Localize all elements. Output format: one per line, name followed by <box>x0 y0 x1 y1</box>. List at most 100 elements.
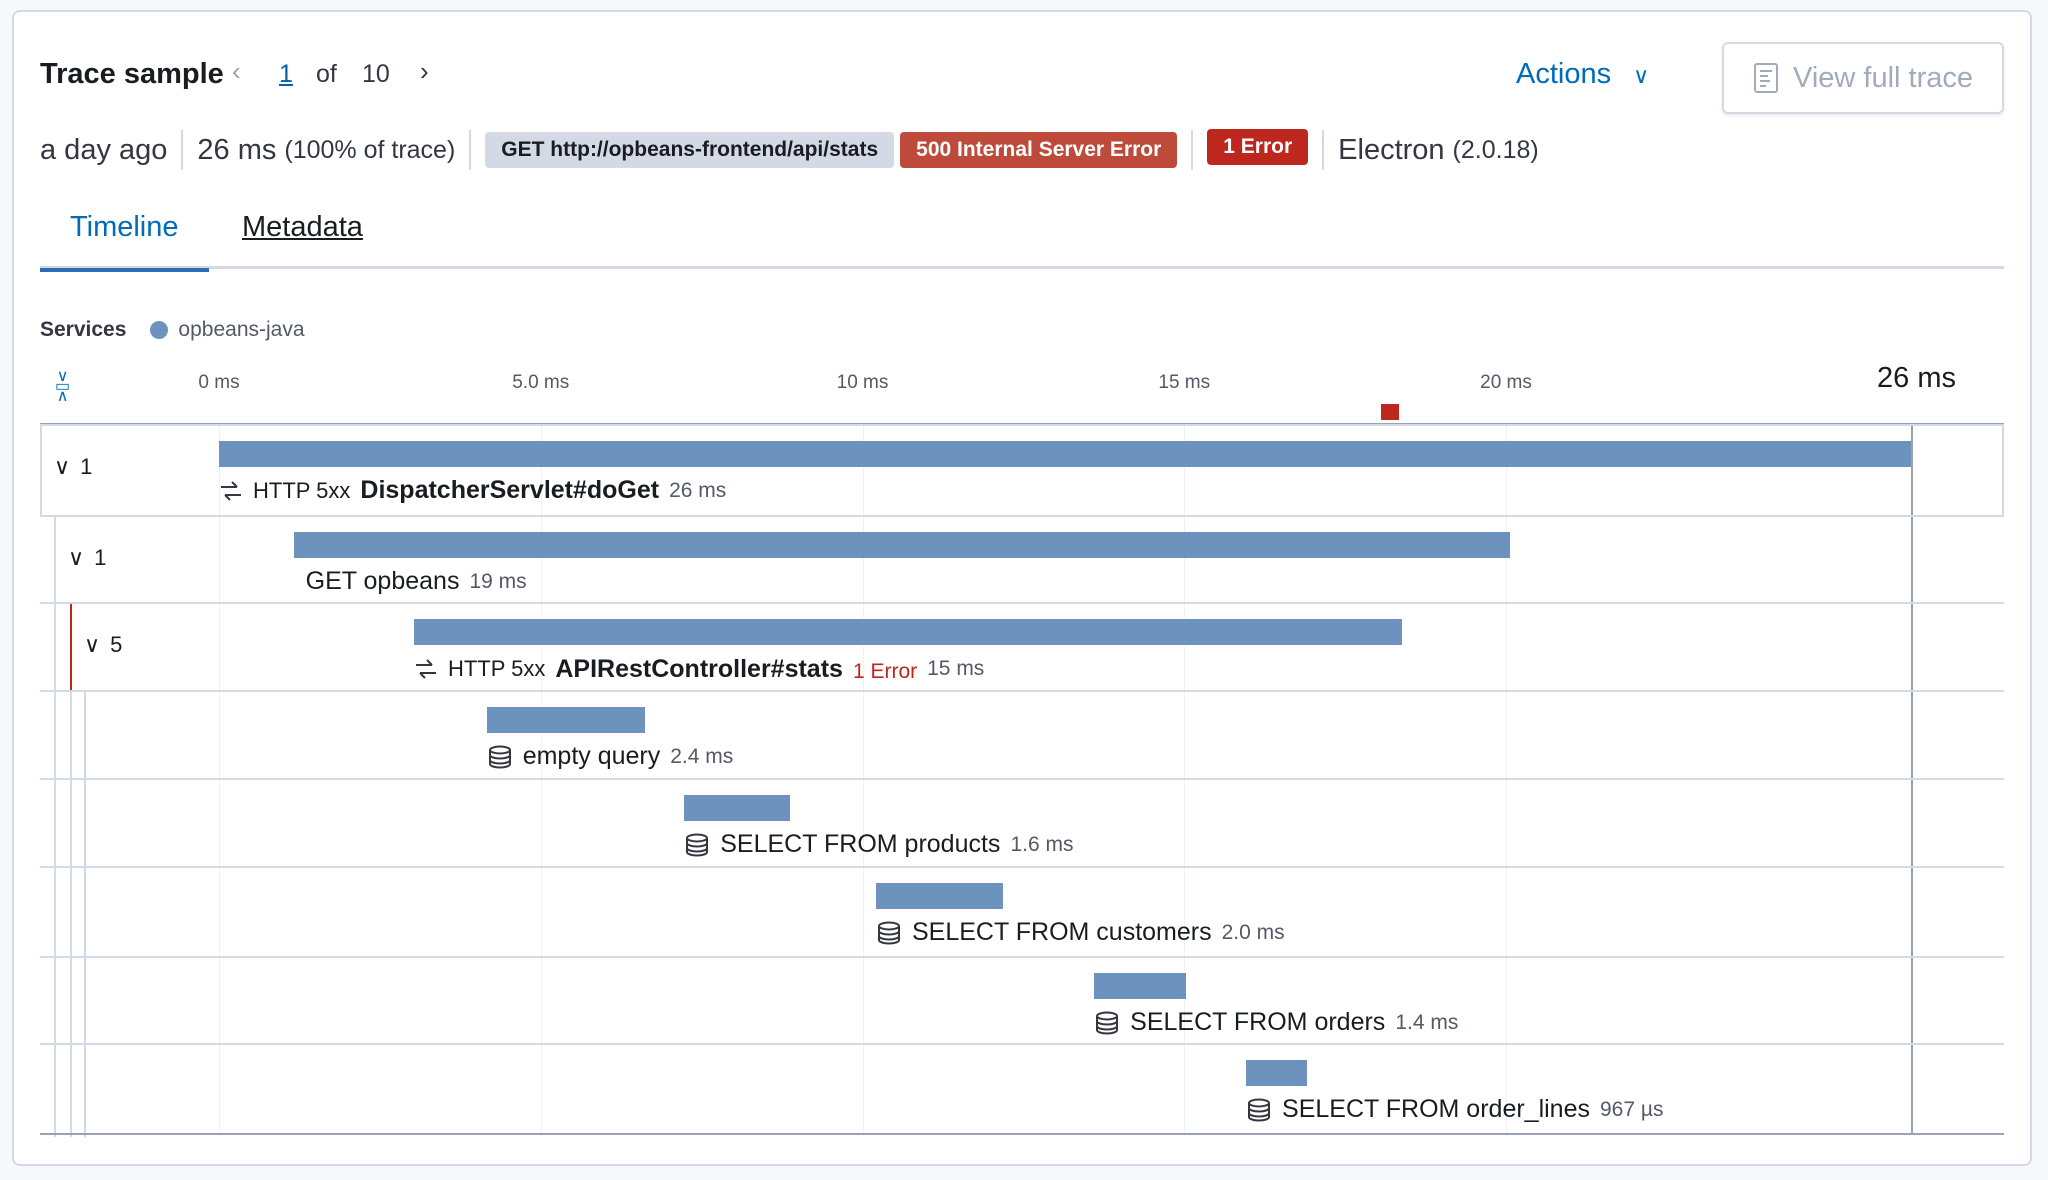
tree-guide <box>84 780 86 868</box>
span-label[interactable]: SELECT FROM order_lines 967 µs <box>1246 1095 1663 1124</box>
divider <box>1322 130 1325 170</box>
tab-timeline[interactable]: Timeline <box>40 205 209 272</box>
pager-of-label: of <box>316 60 337 88</box>
trace-total-duration: 26 ms <box>1877 362 1956 394</box>
span-row[interactable] <box>40 866 2004 956</box>
divider <box>469 130 472 170</box>
axis-tick-label: 5.0 ms <box>512 372 570 393</box>
waterfall-bottom-border <box>40 1133 2004 1135</box>
chevron-down-icon: ∨ <box>1633 63 1650 88</box>
span-row[interactable] <box>40 778 2004 866</box>
services-label: Services <box>40 318 127 341</box>
trace-summary: a day ago 26 ms (100% of trace) GET http… <box>40 129 1539 170</box>
span-type: HTTP 5xx <box>447 656 546 681</box>
chevron-down-icon: ∨ <box>84 632 101 657</box>
tree-guide <box>54 692 56 780</box>
span-label[interactable]: SELECT FROM products 1.6 ms <box>684 830 1073 859</box>
collapse-all-icon[interactable]: ∨ ▭ ∧ <box>55 368 71 405</box>
span-row[interactable] <box>40 424 2004 515</box>
span-duration: 2.0 ms <box>1221 920 1285 944</box>
request-badge: GET http://opbeans-frontend/api/stats <box>485 132 895 168</box>
span-label[interactable]: empty query 2.4 ms <box>487 742 734 771</box>
tree-guide <box>70 1045 72 1137</box>
span-bar[interactable] <box>486 707 645 733</box>
span-row[interactable] <box>40 690 2004 778</box>
axis-tick-label: 10 ms <box>836 372 889 393</box>
axis-tick-label: 20 ms <box>1480 372 1532 393</box>
expand-toggle[interactable]: ∨ 5 <box>84 632 122 658</box>
database-icon <box>487 744 513 770</box>
tree-guide <box>54 517 56 604</box>
span-duration: 1.4 ms <box>1395 1010 1459 1034</box>
tab-bar: Timeline Metadata <box>40 205 2004 272</box>
divider <box>181 130 184 170</box>
span-error-badge[interactable]: 1 Error <box>852 660 918 683</box>
span-bar[interactable] <box>413 619 1402 645</box>
span-bar[interactable] <box>1246 1060 1308 1086</box>
tree-guide <box>70 868 72 958</box>
span-label[interactable]: SELECT FROM customers 2.0 ms <box>876 918 1285 947</box>
http-exchange-icon <box>414 658 438 680</box>
span-duration: 15 ms <box>927 657 985 680</box>
duration: 26 ms <box>197 133 277 166</box>
http-exchange-icon <box>219 480 243 502</box>
span-name: GET opbeans <box>305 567 460 595</box>
axis-tick-label: 0 ms <box>198 372 240 393</box>
span-bar[interactable] <box>219 441 1912 467</box>
services-legend: Services opbeans-java <box>40 318 305 342</box>
pager-total: 10 <box>362 60 390 88</box>
span-label[interactable]: GET opbeans 19 ms <box>306 567 527 596</box>
span-name: SELECT FROM orders <box>1130 1008 1386 1036</box>
span-duration: 2.4 ms <box>670 744 734 768</box>
tree-guide <box>70 780 72 868</box>
span-bar[interactable] <box>1094 973 1186 999</box>
duration-percent: (100% of trace) <box>284 135 456 164</box>
span-label[interactable]: SELECT FROM orders 1.4 ms <box>1094 1008 1458 1037</box>
child-count: 1 <box>94 545 107 570</box>
next-sample-button[interactable]: › <box>420 56 429 86</box>
axis-tick-label: 15 ms <box>1158 372 1211 393</box>
error-count-badge[interactable]: 1 Error <box>1207 129 1309 165</box>
tree-guide <box>84 1045 86 1137</box>
service-color-dot <box>150 321 169 339</box>
span-duration: 19 ms <box>469 569 527 593</box>
database-icon <box>684 832 710 858</box>
child-count: 1 <box>80 454 93 479</box>
span-duration: 967 µs <box>1600 1097 1664 1121</box>
tree-guide <box>70 692 72 780</box>
status-badge: 500 Internal Server Error <box>900 132 1178 168</box>
expand-toggle[interactable]: ∨ 1 <box>68 545 106 571</box>
service-item: opbeans-java <box>150 318 305 342</box>
span-name: empty query <box>522 742 661 770</box>
span-row[interactable] <box>40 956 2004 1043</box>
span-label[interactable]: HTTP 5xx APIRestController#stats 1 Error 15… <box>414 654 984 684</box>
chevron-down-icon: ∨ <box>68 545 85 570</box>
service-name: opbeans-java <box>178 318 305 341</box>
agent-version: (2.0.18) <box>1452 135 1539 164</box>
previous-sample-button[interactable]: ‹ <box>232 56 241 86</box>
error-marker[interactable] <box>1381 404 1400 420</box>
span-duration: 1.6 ms <box>1010 832 1074 856</box>
span-type: HTTP 5xx <box>253 477 351 503</box>
chevron-down-icon: ∨ <box>54 454 71 479</box>
tree-guide <box>84 692 86 780</box>
span-row[interactable] <box>40 602 2004 690</box>
current-page-link[interactable]: 1 <box>279 60 293 88</box>
span-bar[interactable] <box>684 795 790 821</box>
span-label[interactable]: HTTP 5xx DispatcherServlet#doGet 26 ms <box>219 476 726 505</box>
database-icon <box>876 920 902 946</box>
actions-label: Actions <box>1516 58 1612 90</box>
actions-menu-button[interactable]: Actions ∨ <box>1516 58 1649 91</box>
span-name: DispatcherServlet#doGet <box>360 476 660 504</box>
span-row[interactable] <box>40 515 2004 602</box>
tab-metadata[interactable]: Metadata <box>242 211 363 243</box>
expand-toggle[interactable]: ∨ 1 <box>54 454 92 480</box>
timestamp: a day ago <box>40 133 168 166</box>
tree-guide <box>54 958 56 1045</box>
view-full-trace-button[interactable]: View full trace <box>1722 42 2004 114</box>
span-row[interactable] <box>40 1043 2004 1135</box>
tree-guide <box>54 1045 56 1137</box>
span-duration: 26 ms <box>669 478 727 502</box>
span-bar[interactable] <box>876 883 1003 909</box>
span-bar[interactable] <box>293 532 1510 558</box>
